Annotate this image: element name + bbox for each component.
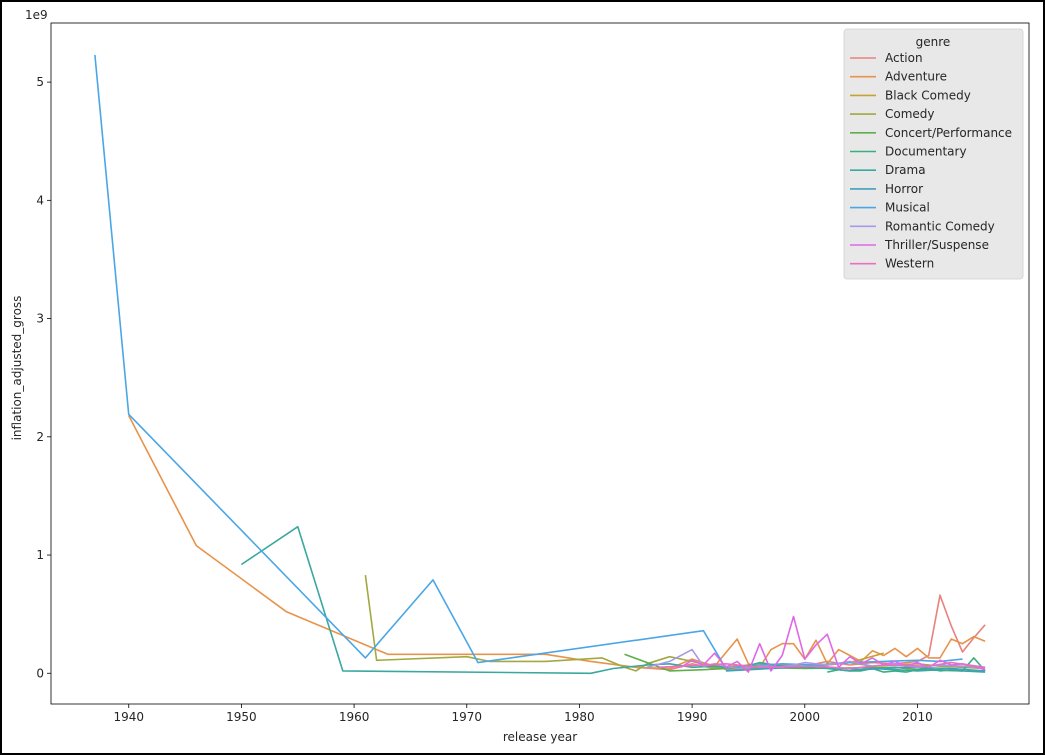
series-line-adventure xyxy=(127,415,986,670)
axes-frame xyxy=(50,22,1030,705)
x-axis-label: release year xyxy=(503,730,577,744)
legend-label-thriller-suspense: Thriller/Suspense xyxy=(884,238,989,252)
series-line-horror xyxy=(725,665,986,672)
legend-label-drama: Drama xyxy=(885,163,926,177)
y-tick-label: 4 xyxy=(36,193,44,207)
y-axis-ticks: 0 1 2 3 4 5 xyxy=(36,75,51,680)
x-tick-label: 1970 xyxy=(451,710,482,724)
legend-box xyxy=(843,28,1024,280)
x-tick-label: 2000 xyxy=(790,710,821,724)
y-tick-label: 3 xyxy=(36,312,44,326)
y-offset-label: 1e9 xyxy=(25,8,48,22)
series-line-western xyxy=(658,661,986,670)
x-tick-label: 1940 xyxy=(113,710,144,724)
x-axis-ticks: 1940 1950 1960 1970 1980 1990 2000 2010 xyxy=(113,704,933,724)
legend-label-comedy: Comedy xyxy=(885,107,935,121)
y-axis-label: inflation_adjusted_gross xyxy=(10,296,24,441)
legend-label-documentary: Documentary xyxy=(885,145,967,159)
x-tick-label: 1980 xyxy=(564,710,595,724)
legend-label-horror: Horror xyxy=(885,182,923,196)
series-line-drama xyxy=(240,525,986,675)
y-tick-label: 0 xyxy=(36,666,44,680)
series-lines xyxy=(94,54,986,675)
legend-label-western: Western xyxy=(885,257,934,271)
legend-label-musical: Musical xyxy=(885,201,930,215)
legend-label-concert-performance: Concert/Performance xyxy=(885,126,1012,140)
x-tick-label: 2010 xyxy=(902,710,933,724)
y-tick-label: 2 xyxy=(36,430,44,444)
series-line-musical xyxy=(94,54,963,670)
legend: genre Action Adventure Black Comedy Comedy C… xyxy=(843,28,1024,280)
legend-label-romantic-comedy: Romantic Comedy xyxy=(885,219,995,233)
legend-items: Action Adventure Black Comedy Comedy Concert… xyxy=(850,51,1012,271)
series-line-comedy xyxy=(364,574,986,672)
legend-label-black-comedy: Black Comedy xyxy=(885,88,971,102)
y-tick-label: 1 xyxy=(36,548,44,562)
legend-label-action: Action xyxy=(885,51,923,65)
y-tick-label: 5 xyxy=(36,75,44,89)
x-tick-label: 1960 xyxy=(339,710,370,724)
x-tick-label: 1990 xyxy=(677,710,708,724)
legend-label-adventure: Adventure xyxy=(885,70,947,84)
x-tick-label: 1950 xyxy=(226,710,257,724)
legend-title: genre xyxy=(916,35,951,49)
